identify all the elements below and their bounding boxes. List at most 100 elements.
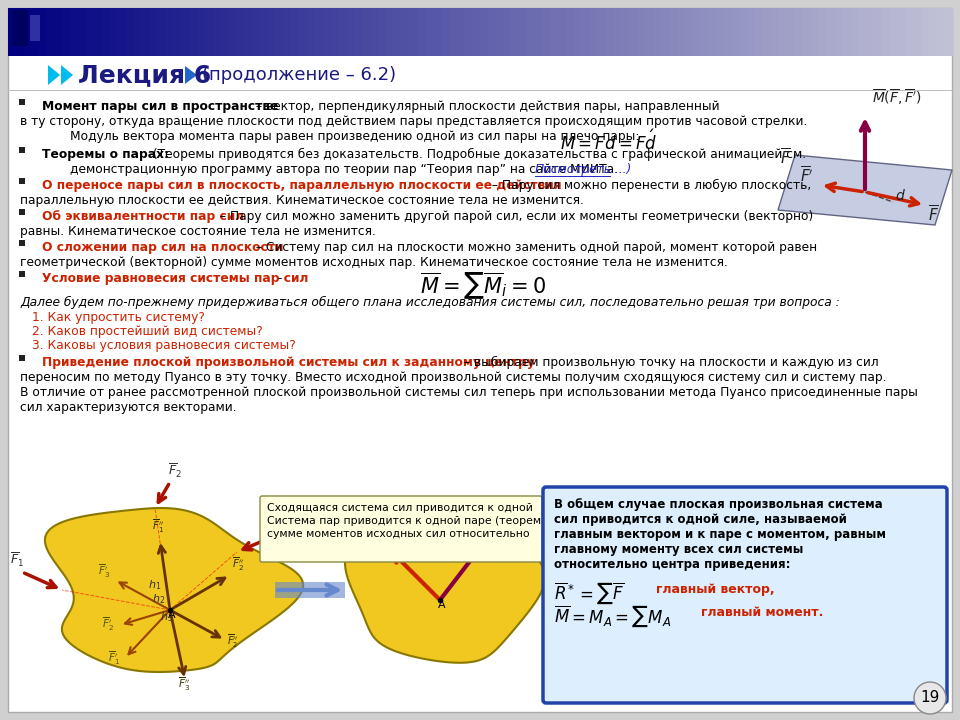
Bar xyxy=(323,8,331,56)
Bar xyxy=(417,8,426,56)
Text: $\overline{F}_2''$: $\overline{F}_2''$ xyxy=(227,633,238,650)
Bar xyxy=(574,8,584,56)
Text: главным вектором и к паре с моментом, равным: главным вектором и к паре с моментом, ра… xyxy=(554,528,886,541)
Bar xyxy=(622,8,631,56)
Bar xyxy=(338,8,348,56)
Bar xyxy=(606,8,614,56)
Text: главному моменту всех сил системы: главному моменту всех сил системы xyxy=(554,543,804,556)
Text: $h_2$: $h_2$ xyxy=(152,592,165,606)
Text: главный момент.: главный момент. xyxy=(701,606,824,619)
Text: $\overline{M}(\overline{F},\overline{F}')$: $\overline{M}(\overline{F},\overline{F}'… xyxy=(872,88,922,107)
Bar xyxy=(19,271,25,277)
Bar xyxy=(63,8,72,56)
Text: $\overline{R}^*$: $\overline{R}^*$ xyxy=(372,525,392,545)
Bar xyxy=(897,8,906,56)
Text: (продолжение – 6.2): (продолжение – 6.2) xyxy=(202,66,396,84)
Bar xyxy=(771,8,780,56)
Text: $\overline{F}$: $\overline{F}$ xyxy=(928,205,939,225)
Text: относительно центра приведения:: относительно центра приведения: xyxy=(554,558,790,571)
Bar xyxy=(30,15,40,41)
Bar xyxy=(732,8,740,56)
Text: Условие равновесия системы пар сил: Условие равновесия системы пар сил xyxy=(42,272,308,285)
Bar xyxy=(613,8,623,56)
Bar xyxy=(834,8,843,56)
Bar xyxy=(32,8,40,56)
FancyBboxPatch shape xyxy=(260,496,542,562)
Text: d: d xyxy=(895,189,903,203)
Bar xyxy=(283,8,292,56)
Text: Лекция 6: Лекция 6 xyxy=(78,63,220,87)
Text: в ту сторону, откуда вращение плоскости под действием пары представляется происх: в ту сторону, откуда вращение плоскости … xyxy=(20,115,807,128)
Bar xyxy=(488,8,496,56)
Bar xyxy=(684,8,693,56)
Polygon shape xyxy=(61,65,73,85)
Text: – вектор, перпендикулярный плоскости действия пары, направленный: – вектор, перпендикулярный плоскости дей… xyxy=(252,100,720,113)
Bar xyxy=(133,8,143,56)
Bar xyxy=(244,8,252,56)
Text: 1. Как упростить систему?: 1. Как упростить систему? xyxy=(32,311,204,324)
Bar xyxy=(512,8,520,56)
Bar xyxy=(763,8,772,56)
Text: $\overline{M} = \sum\overline{M}_i = 0$: $\overline{M} = \sum\overline{M}_i = 0$ xyxy=(420,270,546,301)
Bar xyxy=(756,8,764,56)
Bar xyxy=(157,8,166,56)
Bar xyxy=(330,8,340,56)
Text: сумме моментов исходных сил относительно: сумме моментов исходных сил относительно xyxy=(267,529,530,539)
Polygon shape xyxy=(45,508,303,672)
Bar xyxy=(827,8,835,56)
Bar xyxy=(936,8,946,56)
Bar xyxy=(71,8,80,56)
Text: сил приводится к одной силе, называемой: сил приводится к одной силе, называемой xyxy=(554,513,847,526)
Text: Посмотреть....): Посмотреть....) xyxy=(535,163,633,176)
Bar xyxy=(857,8,867,56)
Bar xyxy=(221,8,229,56)
Bar xyxy=(787,8,796,56)
Bar xyxy=(370,8,379,56)
Bar xyxy=(315,8,324,56)
Bar xyxy=(386,8,395,56)
Bar xyxy=(818,8,828,56)
Text: A: A xyxy=(168,610,176,620)
Bar xyxy=(472,8,481,56)
Text: $\overline{F}_2''$: $\overline{F}_2''$ xyxy=(232,555,244,573)
Bar xyxy=(803,8,811,56)
Text: $\overline{F}'$: $\overline{F}'$ xyxy=(800,166,814,186)
Bar xyxy=(236,8,245,56)
Bar xyxy=(795,8,804,56)
Bar xyxy=(543,8,552,56)
Bar xyxy=(79,8,87,56)
Bar xyxy=(630,8,638,56)
Bar xyxy=(504,8,513,56)
Bar xyxy=(535,8,544,56)
Bar xyxy=(19,240,25,246)
Bar xyxy=(700,8,709,56)
Bar xyxy=(47,8,57,56)
Text: Момент пары сил в пространстве: Момент пары сил в пространстве xyxy=(42,100,278,113)
FancyBboxPatch shape xyxy=(543,487,947,703)
Bar xyxy=(181,8,190,56)
Bar xyxy=(810,8,819,56)
Bar xyxy=(409,8,418,56)
Text: В общем случае плоская произвольная система: В общем случае плоская произвольная сист… xyxy=(554,498,883,511)
Bar xyxy=(921,8,929,56)
Bar xyxy=(165,8,174,56)
Text: геометрической (векторной) сумме моментов исходных пар. Кинематическое состояние: геометрической (векторной) сумме моменто… xyxy=(20,256,728,269)
Text: Приведение плоской произвольной системы сил к заданному центру: Приведение плоской произвольной системы … xyxy=(42,356,535,369)
Text: $\overline{F}_1''$: $\overline{F}_1''$ xyxy=(152,518,164,535)
Bar xyxy=(465,8,473,56)
Bar xyxy=(394,8,402,56)
Text: $\overline{F}_3'$: $\overline{F}_3'$ xyxy=(98,562,110,580)
Bar xyxy=(645,8,654,56)
Polygon shape xyxy=(345,517,545,663)
Text: параллельную плоскости ее действия. Кинематическое состояние тела не изменится.: параллельную плоскости ее действия. Кине… xyxy=(20,194,584,207)
Bar xyxy=(228,8,237,56)
Text: Теоремы о парах:: Теоремы о парах: xyxy=(42,148,169,161)
Bar xyxy=(866,8,875,56)
Bar xyxy=(347,8,355,56)
Bar xyxy=(904,8,914,56)
Text: сил характеризуются векторами.: сил характеризуются векторами. xyxy=(20,401,236,414)
Bar xyxy=(8,8,17,56)
Bar xyxy=(55,8,64,56)
Text: О сложении пар сил на плоскости: О сложении пар сил на плоскости xyxy=(42,241,283,254)
Bar xyxy=(551,8,560,56)
